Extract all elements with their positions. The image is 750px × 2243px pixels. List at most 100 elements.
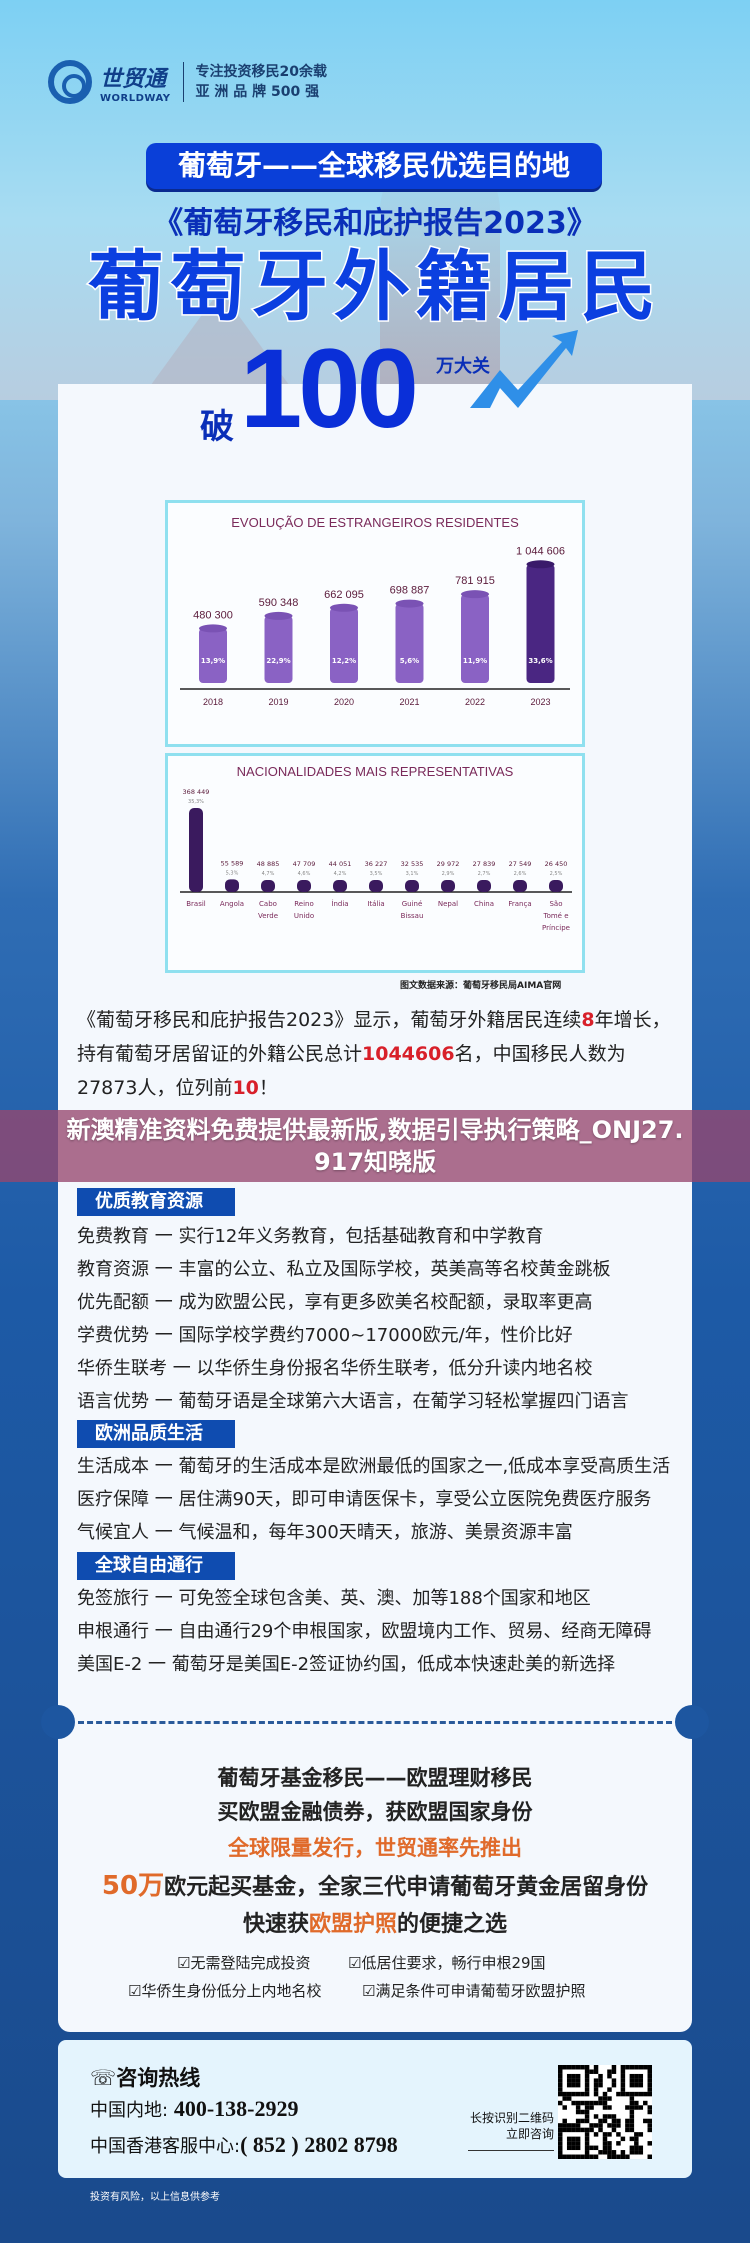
- qr-module: [602, 2145, 608, 2151]
- ticket-notch: [675, 1705, 709, 1739]
- qr-module: [629, 2073, 635, 2079]
- brand-name-en: WORLDWAY: [100, 92, 171, 104]
- qr-module: [647, 2141, 652, 2146]
- qr-module: [584, 2127, 590, 2133]
- unit-label: 万大关: [436, 356, 490, 377]
- qr-module: [616, 2118, 621, 2124]
- qr-module: [643, 2065, 648, 2070]
- tick-label: 2023: [530, 697, 550, 707]
- qr-module: [629, 2091, 635, 2097]
- qr-module: [566, 2073, 572, 2079]
- qr-module: [584, 2132, 590, 2137]
- qr-module: [634, 2136, 639, 2142]
- value-label: 32 535: [401, 860, 424, 868]
- qr-module: [647, 2109, 652, 2115]
- qr-module: [634, 2091, 639, 2097]
- qr-module: [580, 2091, 585, 2097]
- disclaimer: 投资有风险，以上信息供参考: [90, 2192, 220, 2203]
- phone-icon: ☏: [90, 2066, 117, 2090]
- qr-module: [558, 2073, 563, 2079]
- qr-module: [647, 2118, 652, 2124]
- qr-module: [643, 2100, 648, 2106]
- qr-module: [625, 2091, 630, 2097]
- brand-name: 世贸通: [100, 66, 167, 92]
- qr-module: [584, 2065, 590, 2070]
- share-label: 4,6%: [298, 871, 311, 877]
- bar: [461, 594, 489, 683]
- qr-module: [558, 2069, 563, 2074]
- qr-module: [571, 2073, 576, 2079]
- qr-module: [611, 2127, 617, 2133]
- qr-module: [593, 2087, 599, 2092]
- qr-module: [589, 2105, 594, 2110]
- qr-module: [584, 2141, 590, 2146]
- qr-hint: 长按识别二维码 立即咨询: [468, 2110, 554, 2151]
- qr-module: [647, 2073, 652, 2079]
- qr-module: [616, 2141, 621, 2146]
- qr-module: [575, 2065, 581, 2070]
- hk-phone[interactable]: 中国香港客服中心:( 852 ) 2802 8798: [90, 2132, 398, 2157]
- qr-module: [607, 2150, 612, 2155]
- section-header: 全球自由通行: [77, 1552, 235, 1580]
- qr-module: [611, 2069, 617, 2074]
- qr-module: [558, 2100, 563, 2106]
- qr-module: [620, 2154, 626, 2159]
- qr-module: [607, 2073, 612, 2079]
- bar: [549, 880, 563, 892]
- mainland-phone[interactable]: 中国内地: 400-138-2929: [90, 2096, 299, 2121]
- qr-module: [611, 2078, 617, 2083]
- qr-module: [562, 2154, 567, 2159]
- qr-module: [558, 2078, 563, 2083]
- tick-label: 2018: [203, 697, 223, 707]
- qr-module: [598, 2096, 603, 2101]
- share-label: 3,5%: [370, 871, 383, 877]
- qr-module: [638, 2105, 644, 2110]
- qr-module: [562, 2091, 567, 2097]
- tick-label: Itália: [367, 900, 384, 908]
- section-item: 美国E-2 一 葡萄牙是美国E-2签证协约国，低成本快速赴美的新选择: [77, 1654, 616, 1675]
- qr-module: [558, 2150, 563, 2155]
- qr-module: [607, 2154, 612, 2159]
- qr-module: [616, 2091, 621, 2097]
- qr-code[interactable]: [558, 2065, 652, 2159]
- qr-module: [589, 2127, 594, 2133]
- qr-module: [607, 2123, 612, 2128]
- qr-module: [611, 2154, 617, 2159]
- qr-module: [584, 2145, 590, 2151]
- overlay-line: 新澳精准资料免费提供最新版,数据引导执行策略_ONJ27.: [66, 1116, 684, 1144]
- qr-module: [562, 2123, 567, 2128]
- divider: [182, 62, 184, 102]
- qr-module: [620, 2150, 626, 2155]
- qr-module: [647, 2123, 652, 2128]
- qr-module: [571, 2136, 576, 2142]
- growth-label: 22,9%: [266, 657, 290, 665]
- qr-module: [634, 2145, 639, 2151]
- qr-module: [558, 2145, 563, 2151]
- share-label: 2,7%: [478, 871, 491, 877]
- qr-module: [575, 2105, 581, 2110]
- value-label: 48 885: [257, 860, 280, 868]
- hero-banner: [0, 0, 750, 400]
- bar: [261, 880, 275, 892]
- qr-module: [593, 2132, 599, 2137]
- chart-title: EVOLUÇÃO DE ESTRANGEIROS RESIDENTES: [231, 515, 519, 530]
- qr-module: [629, 2096, 635, 2101]
- growth-label: 33,6%: [528, 657, 552, 665]
- qr-module: [575, 2109, 581, 2115]
- qr-module: [620, 2065, 626, 2070]
- qr-module: [629, 2065, 635, 2070]
- qr-module: [634, 2073, 639, 2079]
- qr-module: [629, 2114, 635, 2119]
- bar: [441, 880, 455, 892]
- headline: 葡萄牙外籍居民: [87, 242, 662, 331]
- bar: [333, 880, 347, 892]
- tick-label: Nepal: [438, 900, 458, 908]
- source-note: 图文数据来源：葡萄牙移民局AIMA官网: [400, 981, 562, 991]
- qr-module: [558, 2154, 563, 2159]
- bar-top: [199, 624, 227, 633]
- qr-module: [566, 2136, 572, 2142]
- qr-module: [602, 2150, 608, 2155]
- qr-module: [598, 2123, 603, 2128]
- share-label: 35,3%: [188, 799, 204, 805]
- tick-label: Unido: [294, 912, 314, 920]
